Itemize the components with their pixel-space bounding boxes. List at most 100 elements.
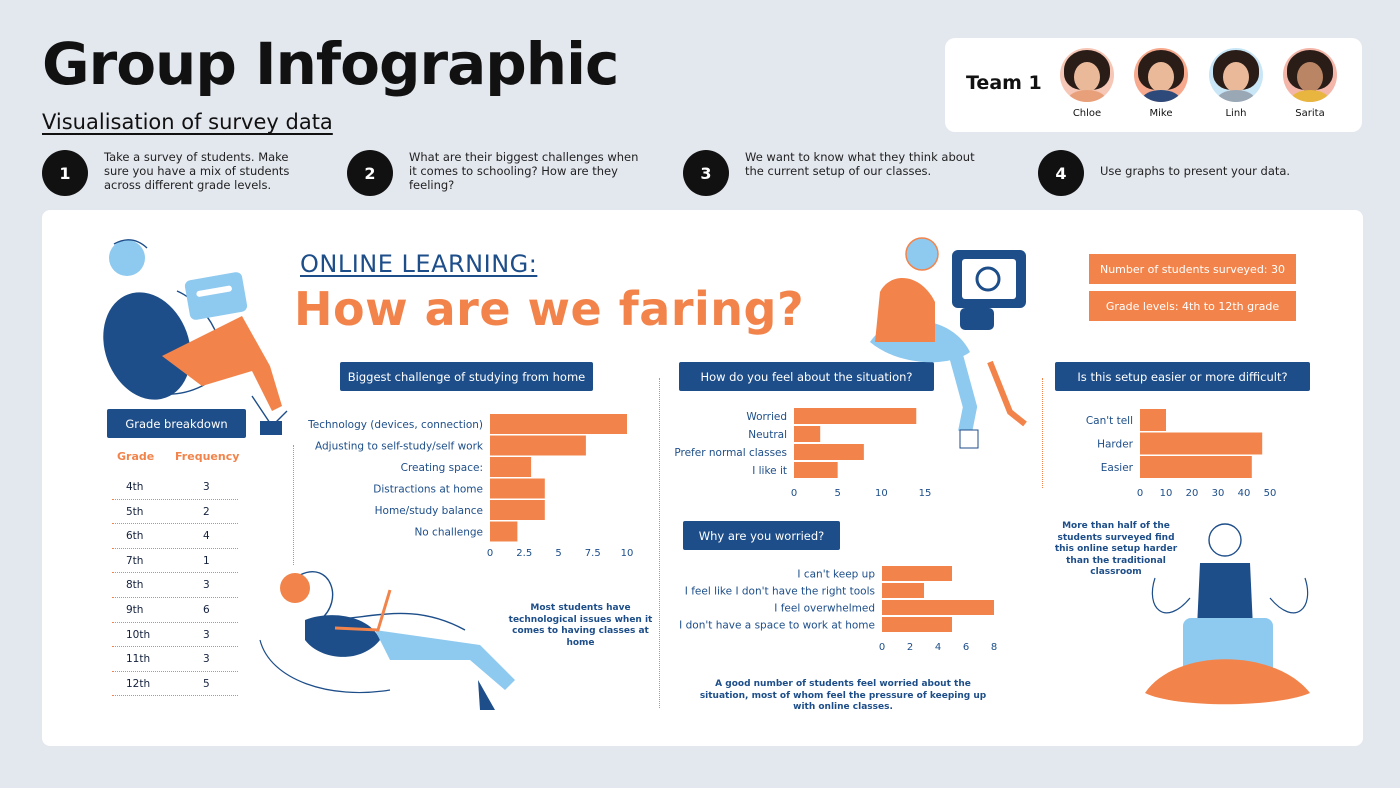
bar — [882, 600, 994, 615]
frequency-column-header: Frequency — [175, 450, 240, 463]
bar — [1140, 456, 1252, 478]
grade-cell: 5th — [126, 505, 144, 518]
category-label: Easier — [1101, 462, 1134, 474]
table-row: 10th 3 — [112, 623, 238, 648]
step-number: 4 — [1038, 150, 1084, 196]
avatar — [1283, 48, 1337, 102]
table-row: 12th 5 — [112, 672, 238, 697]
bar — [490, 414, 627, 434]
online-learning-label: ONLINE LEARNING: — [300, 250, 538, 278]
worried-bar-chart: I can't keep up I feel like I don't have … — [679, 566, 997, 653]
step-text: What are their biggest challenges when i… — [409, 150, 639, 192]
chart-title-feel: How do you feel about the situation? — [679, 362, 934, 391]
challenge-bar-chart: Technology (devices, connection) Adjustin… — [307, 414, 634, 559]
setup-bar-chart: Can't tell Harder Easier 0 10 20 30 40 50 — [1086, 409, 1276, 499]
tick-label: 6 — [963, 642, 969, 653]
step-number: 1 — [42, 150, 88, 196]
student-reclining-illustration — [259, 571, 515, 710]
tick-label: 4 — [935, 642, 941, 653]
frequency-cell: 4 — [203, 530, 210, 543]
category-label: I can't keep up — [797, 569, 875, 581]
grade-column-header: Grade — [117, 450, 155, 463]
page-subtitle: Visualisation of survey data — [42, 110, 333, 134]
table-row: 11th 3 — [112, 647, 238, 672]
category-label: Technology (devices, connection) — [307, 419, 483, 431]
frequency-cell: 3 — [203, 653, 210, 666]
tech-note: Most students have technological issues … — [508, 603, 653, 648]
student-laptop-illustration — [103, 239, 288, 435]
frequency-cell: 6 — [203, 604, 210, 616]
table-row: 7th 1 — [112, 549, 238, 574]
category-label: Creating space: — [401, 462, 483, 474]
member-linh: Linh — [1206, 48, 1266, 119]
category-label: No challenge — [414, 527, 483, 539]
grade-cell: 8th — [126, 579, 144, 592]
bar — [490, 521, 518, 542]
bar — [794, 426, 821, 442]
avatar — [1060, 48, 1114, 102]
member-name: Sarita — [1295, 108, 1325, 119]
chart-title-worried: Why are you worried? — [683, 521, 840, 550]
grade-cell: 6th — [126, 530, 144, 543]
tick-label: 2 — [907, 642, 913, 653]
avatar — [1134, 48, 1188, 102]
students-surveyed-box: Number of students surveyed: 30 — [1089, 254, 1296, 284]
tick-label: 0 — [487, 548, 493, 559]
tick-label: 8 — [991, 642, 997, 653]
bar — [882, 617, 952, 632]
step-number: 2 — [347, 150, 393, 196]
tick-label: 0 — [791, 488, 797, 499]
frequency-cell: 1 — [203, 554, 210, 567]
category-label: Prefer normal classes — [674, 447, 787, 459]
grade-cell: 7th — [126, 554, 144, 567]
headline: How are we faring? — [294, 282, 805, 336]
table-row: 8th 3 — [112, 573, 238, 598]
divider — [1042, 378, 1043, 488]
tick-label: 30 — [1212, 488, 1225, 499]
divider — [659, 378, 660, 708]
category-label: Neutral — [748, 429, 787, 441]
member-chloe: Chloe — [1057, 48, 1117, 119]
grade-cell: 12th — [126, 677, 151, 690]
tick-label: 10 — [621, 548, 634, 559]
grade-cell: 9th — [126, 604, 144, 616]
tick-label: 5 — [834, 488, 840, 499]
team-card: Team 1 Chloe Mike Linh Sarita — [945, 38, 1362, 132]
tick-label: 7.5 — [585, 548, 601, 559]
bar — [794, 444, 864, 460]
tick-label: 20 — [1186, 488, 1199, 499]
grade-cell: 10th — [126, 628, 151, 641]
table-row: 9th 6 — [112, 598, 238, 623]
bar — [1140, 409, 1166, 431]
table-row: 5th 2 — [112, 500, 238, 525]
tick-label: 0 — [1137, 488, 1143, 499]
harder-note: More than half of the students surveyed … — [1054, 521, 1178, 577]
bar — [794, 408, 917, 424]
student-meditating-illustration — [1145, 523, 1310, 705]
category-label: I like it — [752, 465, 787, 477]
category-label: I don't have a space to work at home — [679, 620, 875, 632]
tick-label: 5 — [555, 548, 561, 559]
tick-label: 15 — [919, 488, 932, 499]
table-row: 6th 4 — [112, 524, 238, 549]
step-text: We want to know what they think about th… — [745, 150, 975, 178]
table-row: 4th 3 — [112, 475, 238, 500]
category-label: Home/study balance — [375, 505, 483, 517]
bar — [490, 500, 545, 520]
frequency-cell: 5 — [203, 677, 210, 690]
worried-note: A good number of students feel worried a… — [699, 679, 987, 712]
student-tablet-illustration — [870, 237, 1027, 449]
frequency-cell: 3 — [203, 628, 210, 641]
feel-bar-chart: Worried Neutral Prefer normal classes I lik… — [674, 408, 932, 499]
member-sarita: Sarita — [1280, 48, 1340, 119]
grade-cell: 11th — [126, 653, 151, 666]
bar — [882, 566, 952, 581]
tick-label: 2.5 — [516, 548, 532, 559]
grade-cell: 4th — [126, 481, 144, 493]
grade-breakdown-title: Grade breakdown — [107, 409, 246, 438]
category-label: I feel like I don't have the right tools — [685, 586, 875, 598]
chart-title-setup: Is this setup easier or more difficult? — [1055, 362, 1310, 391]
team-label: Team 1 — [966, 72, 1042, 94]
bar — [1140, 432, 1263, 455]
category-label: Worried — [746, 411, 787, 423]
